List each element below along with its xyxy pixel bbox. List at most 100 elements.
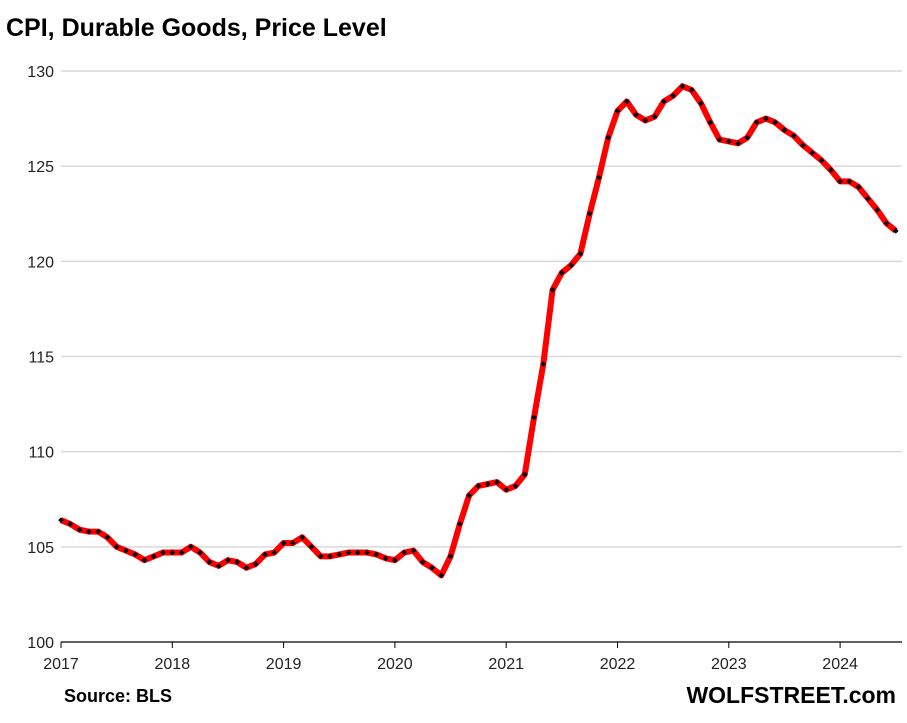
y-tick-label: 125 xyxy=(27,159,54,176)
data-point-marker xyxy=(577,250,584,257)
data-point-marker xyxy=(827,167,834,173)
data-point-marker xyxy=(670,92,676,99)
data-point-marker xyxy=(568,262,574,268)
data-point-marker xyxy=(188,544,194,550)
data-point-marker xyxy=(447,553,454,560)
data-point-marker xyxy=(327,553,333,560)
data-point-marker xyxy=(290,540,296,546)
data-point-marker xyxy=(392,557,398,563)
data-point-marker xyxy=(549,287,556,293)
data-point-marker xyxy=(271,549,278,556)
data-point-marker xyxy=(76,526,83,533)
data-point-marker xyxy=(800,142,806,149)
data-point-marker xyxy=(438,572,445,579)
data-point-marker xyxy=(883,220,890,227)
data-point-marker xyxy=(540,361,547,367)
data-point-marker xyxy=(132,551,139,558)
data-point-marker xyxy=(651,113,658,120)
y-tick-label: 120 xyxy=(27,254,54,271)
x-tick-label: 2024 xyxy=(822,656,858,673)
data-point-marker xyxy=(410,547,417,554)
data-point-marker xyxy=(160,549,166,556)
data-point-marker xyxy=(215,563,222,569)
x-tick-label: 2022 xyxy=(600,656,636,673)
data-point-marker xyxy=(104,534,111,541)
y-axis-ticks: 100 105 110 115 120 125 130 xyxy=(27,64,54,652)
data-point-marker xyxy=(345,549,352,556)
data-point-marker xyxy=(456,521,463,527)
data-point-marker xyxy=(790,132,797,139)
data-point-marker xyxy=(419,559,426,565)
brand-watermark: WOLFSTREET.com xyxy=(686,682,896,708)
data-point-marker xyxy=(299,534,305,541)
data-point-marker xyxy=(809,150,816,156)
data-point-marker xyxy=(484,481,491,487)
data-point-marker xyxy=(206,559,213,565)
gridlines xyxy=(61,70,902,548)
x-tick-label: 2019 xyxy=(266,656,302,673)
data-point-marker xyxy=(58,517,64,524)
data-point-marker xyxy=(373,551,380,558)
data-point-marker xyxy=(605,134,612,141)
data-point-marker xyxy=(744,134,751,141)
y-tick-label: 110 xyxy=(28,445,54,462)
data-point-marker xyxy=(763,115,769,122)
data-point-marker xyxy=(336,551,343,558)
x-axis: 2017 2018 2019 2020 2021 2022 2023 2024 xyxy=(43,641,902,673)
y-tick-label: 100 xyxy=(27,635,54,652)
data-point-marker xyxy=(150,553,157,560)
data-point-marker xyxy=(661,98,667,105)
data-point-marker xyxy=(308,544,315,550)
data-point-marker xyxy=(503,486,510,493)
data-point-marker xyxy=(559,269,565,276)
data-point-marker xyxy=(512,483,519,489)
data-point-marker xyxy=(141,557,148,563)
data-point-marker xyxy=(725,138,732,145)
data-point-marker xyxy=(846,178,853,185)
x-tick-label: 2020 xyxy=(377,656,413,673)
x-tick-label: 2021 xyxy=(488,656,524,673)
x-tick-label: 2018 xyxy=(155,656,191,673)
data-point-marker xyxy=(234,559,241,565)
data-point-marker xyxy=(197,549,203,556)
y-tick-label: 115 xyxy=(28,350,54,367)
data-point-marker xyxy=(707,119,714,126)
source-label: Source: BLS xyxy=(64,686,172,706)
data-point-marker xyxy=(169,549,176,556)
data-point-marker xyxy=(818,157,825,164)
data-point-marker xyxy=(735,140,741,147)
data-point-marker xyxy=(364,549,370,556)
data-point-marker xyxy=(382,555,389,562)
series-line-path xyxy=(59,83,898,579)
chart-title: CPI, Durable Goods, Price Level xyxy=(6,14,387,42)
data-point-marker xyxy=(401,549,408,556)
data-point-marker xyxy=(586,210,593,217)
data-point-marker xyxy=(95,528,101,535)
data-point-marker xyxy=(781,127,788,133)
x-tick-label: 2023 xyxy=(711,656,747,673)
y-tick-label: 130 xyxy=(27,64,54,81)
data-point-marker xyxy=(837,178,843,185)
series-line xyxy=(58,83,899,579)
data-point-marker xyxy=(679,83,686,90)
data-point-marker xyxy=(85,528,92,535)
data-point-marker xyxy=(874,207,881,213)
data-point-marker xyxy=(855,184,862,190)
data-point-marker xyxy=(429,564,435,571)
data-point-marker xyxy=(614,108,621,114)
data-point-marker xyxy=(67,521,74,527)
data-point-marker xyxy=(623,98,630,105)
data-point-marker xyxy=(865,195,871,202)
data-point-marker xyxy=(642,117,649,124)
data-point-marker xyxy=(252,561,259,567)
data-point-marker xyxy=(475,483,482,489)
data-point-marker xyxy=(123,547,129,554)
data-point-marker xyxy=(262,551,268,558)
data-point-marker xyxy=(716,136,723,143)
data-point-marker xyxy=(698,100,704,107)
data-point-marker xyxy=(317,553,324,560)
data-point-marker xyxy=(243,564,250,571)
data-point-marker xyxy=(113,544,120,550)
data-point-marker xyxy=(280,540,287,546)
